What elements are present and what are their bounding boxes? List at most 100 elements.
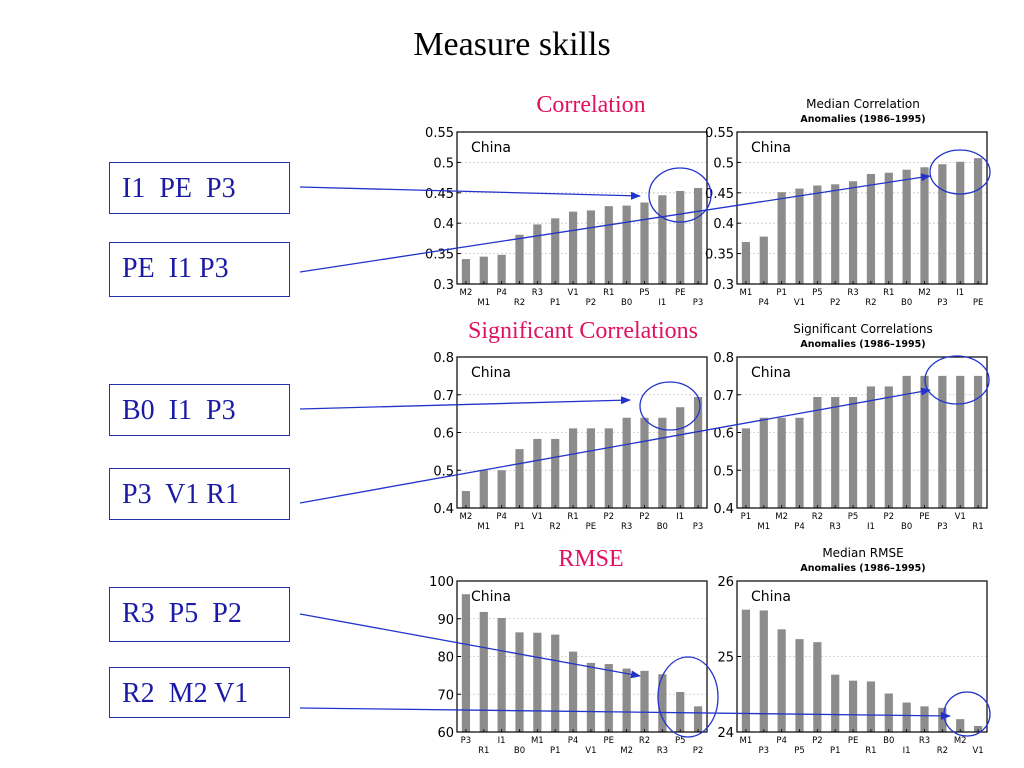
x-tick-label: P1 [830,746,841,756]
x-tick-label: M2 [620,746,633,756]
bar-m1 [759,417,768,508]
bar-p1 [515,449,524,508]
bar-r3 [920,706,929,732]
x-tick-label: R2 [937,746,948,756]
bar-m2 [956,719,965,732]
bar-p4 [568,651,578,732]
bar-p3 [759,610,768,732]
x-tick-label: M2 [460,512,473,522]
bar-m1 [741,609,751,732]
bar-r3 [533,224,542,284]
bar-m1 [533,632,542,732]
x-tick-label: P1 [741,512,752,522]
x-tick-label: P5 [848,512,859,522]
y-tick-label: 70 [437,688,454,703]
region-label: China [471,589,511,605]
bar-r2 [551,438,560,508]
x-tick-label: R2 [514,298,525,308]
bar-m2 [920,167,929,284]
bar-pe [586,428,596,508]
x-tick-label: PE [586,522,597,532]
plot-frame [456,356,708,509]
bar-r3 [658,674,667,732]
highlight-ellipse-4 [924,355,990,405]
chart-panel-5: 100 90 80 70 60 China P3 R1 I1 B0 M1 P1 P4 V1 PE M2 R2 R3… [429,575,708,756]
x-tick-label: R3 [847,288,858,298]
bar-r2 [813,397,822,508]
y-tick-label: 0.4 [433,502,454,517]
x-tick-label: R1 [603,288,614,298]
y-tick-label: 0.6 [433,427,454,442]
highlight-ellipse-6 [943,691,991,737]
bar-p2 [884,386,893,508]
x-tick-label: P4 [776,736,787,746]
y-tick-label: 0.3 [433,278,454,293]
bar-i1 [866,386,876,508]
bar-p2 [831,184,840,284]
x-tick-label: PE [848,736,859,746]
y-tick-label: 25 [717,651,734,666]
label-box-3: B0 I1 P3 [109,384,290,436]
y-tick-label: 0.8 [433,351,454,366]
bar-v1 [956,375,965,508]
bar-m2 [622,668,631,732]
bar-p3 [693,397,703,508]
chart-title: Median Correlation [806,97,920,111]
chart-subtitle: Anomalies (1986–1995) [800,114,925,125]
x-tick-label: V1 [567,288,578,298]
y-tick-label: 0.4 [433,217,454,232]
bar-b0 [515,632,524,732]
x-tick-label: B0 [901,522,912,532]
x-tick-label: V1 [532,512,543,522]
bar-i1 [658,195,667,284]
y-tick-label: 0.7 [713,389,734,404]
x-tick-label: R3 [621,522,632,532]
highlight-ellipse-5 [657,656,719,738]
arrow-4 [299,387,931,504]
x-tick-label: B0 [621,298,632,308]
x-tick-label: P4 [496,288,507,298]
bar-b0 [658,417,667,508]
bar-p3 [693,187,703,284]
y-tick-label: 0.5 [433,464,454,479]
bar-p5 [813,185,822,284]
x-tick-label: M1 [740,288,753,298]
arrow-6 [299,707,951,720]
y-tick-label: 0.45 [705,187,734,202]
x-tick-label: R1 [567,512,578,522]
x-tick-label: M1 [531,736,544,746]
x-tick-label: P2 [693,746,704,756]
x-tick-label: P4 [496,512,507,522]
bar-p3 [461,594,471,732]
x-tick-label: R2 [865,298,876,308]
x-tick-label: R2 [639,736,650,746]
label-box-4: P3 V1 R1 [109,468,290,520]
region-label: China [471,365,511,381]
y-tick-label: 0.8 [713,351,734,366]
x-tick-label: I1 [867,522,875,532]
bar-pe [920,375,929,508]
x-tick-label: I1 [498,736,506,746]
bar-i1 [497,617,506,732]
bar-r1 [866,681,876,732]
bar-r2 [938,707,947,732]
y-tick-label: 100 [429,575,454,590]
plot-frame [736,131,988,285]
bar-m2 [461,259,471,284]
section-title-significant-correlations: Significant Correlations [468,318,698,344]
region-label: China [751,365,791,381]
x-tick-label: PE [675,288,686,298]
x-tick-label: B0 [883,736,894,746]
bar-r3 [848,181,858,284]
plot-frame [456,580,708,733]
x-tick-label: I1 [956,288,964,298]
arrow-1 [299,186,641,200]
bar-m1 [479,256,488,284]
chart-panel-3: 0.8 0.7 0.6 0.5 0.4 China M2 M1 P4 P1 V1 R2 R1 PE P2 R3… [433,351,708,532]
x-tick-label: P4 [794,522,805,532]
x-tick-label: R3 [532,288,543,298]
bar-p4 [777,629,786,732]
bar-p1 [777,192,786,284]
plot-frame [736,580,988,733]
bar-r3 [831,397,840,508]
